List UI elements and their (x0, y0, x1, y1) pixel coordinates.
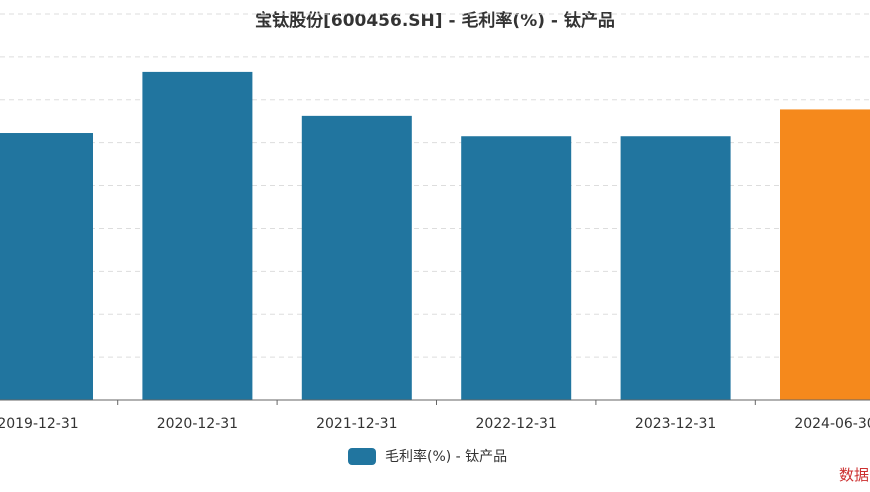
legend-label: 毛利率(%) - 钛产品 (385, 449, 508, 465)
x-axis: 2019-12-31 2020-12-31 2021-12-31 2022-12-31… (0, 399, 870, 432)
bar-2022-12-31 (461, 136, 572, 400)
bar-2021-12-31 (301, 115, 412, 400)
bar-2024-06-30 (780, 109, 870, 400)
bar-2023-12-31 (620, 136, 731, 400)
x-tick-label: 2022-12-31 (476, 416, 557, 432)
bar-2019-12-31 (0, 133, 93, 400)
legend-swatch (348, 447, 376, 465)
bar-series (0, 71, 870, 401)
x-tick-label: 2023-12-31 (635, 416, 716, 432)
x-tick-label: 2021-12-31 (316, 416, 397, 432)
gridlines (0, 13, 870, 358)
bar-2020-12-31 (142, 71, 253, 401)
x-tick-label: 2019-12-31 (0, 416, 79, 432)
source-note: 数据 (839, 466, 870, 484)
x-tick-label: 2020-12-31 (157, 416, 238, 432)
x-tick-label: 2024-06-30 (794, 416, 870, 432)
chart-title: 宝钛股份[600456.SH] - 毛利率(%) - 钛产品 (255, 11, 615, 31)
legend: 毛利率(%) - 钛产品 (348, 446, 507, 466)
